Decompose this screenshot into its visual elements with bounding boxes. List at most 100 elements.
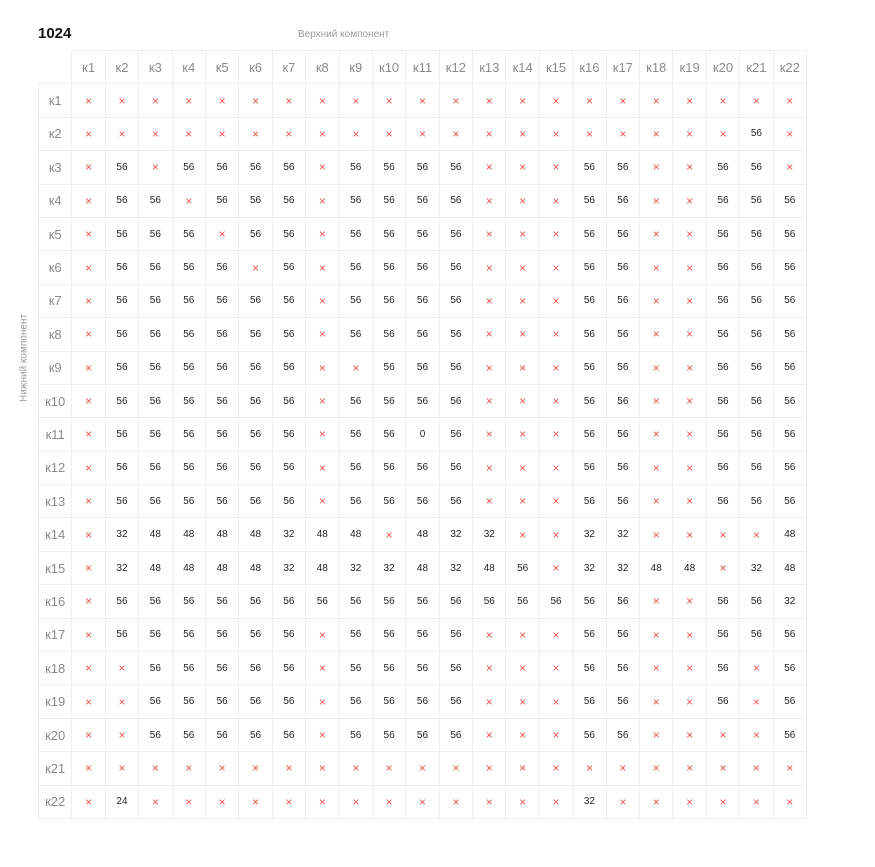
column-header: к9 (338, 49, 373, 85)
incompatible-mark: × (171, 83, 206, 118)
incompatible-mark: × (505, 283, 540, 319)
incompatible-mark: × (538, 617, 574, 653)
incompatible-mark: × (505, 484, 540, 519)
value-cell: 56 (138, 283, 173, 319)
incompatible-mark: × (472, 216, 507, 252)
incompatible-mark: × (204, 83, 240, 118)
incompatible-mark: × (305, 784, 340, 819)
row-header: к19 (37, 684, 73, 719)
value-cell: 56 (705, 150, 741, 185)
incompatible-mark: × (405, 784, 440, 819)
value-cell: 56 (171, 717, 206, 753)
table-row: к9 × 56 56 56 56 56 56 × × 56 56 56 × × × 56 56 × × 56 56 56 (37, 350, 807, 385)
value-cell: 56 (238, 383, 273, 419)
incompatible-mark: × (672, 450, 707, 486)
value-cell: 56 (104, 350, 140, 385)
value-cell: 32 (605, 550, 641, 586)
column-header: к11 (405, 49, 440, 85)
row-header: к20 (37, 717, 73, 753)
incompatible-mark: × (305, 417, 340, 452)
value-cell: 56 (104, 183, 140, 218)
incompatible-mark: × (171, 784, 206, 819)
value-cell: 24 (104, 784, 140, 819)
value-cell: 56 (138, 684, 173, 719)
value-cell: 56 (238, 684, 273, 719)
incompatible-mark: × (672, 383, 707, 419)
value-cell: 56 (705, 183, 741, 218)
value-cell: 56 (271, 417, 307, 452)
incompatible-mark: × (639, 517, 674, 552)
value-cell: 56 (171, 651, 206, 686)
value-cell: 56 (271, 350, 307, 385)
value-cell: 48 (305, 517, 340, 552)
value-cell: 56 (171, 350, 206, 385)
value-cell: 56 (238, 183, 273, 218)
value-cell: 56 (338, 450, 373, 486)
value-cell: 56 (572, 383, 607, 419)
value-cell: 56 (104, 484, 140, 519)
incompatible-mark: × (538, 83, 574, 118)
value-cell: 56 (138, 317, 173, 352)
value-cell: 56 (371, 317, 407, 352)
value-cell: 56 (405, 317, 440, 352)
incompatible-mark: × (538, 417, 574, 452)
value-cell: 56 (204, 383, 240, 419)
incompatible-mark: × (505, 317, 540, 352)
incompatible-mark: × (472, 651, 507, 686)
value-cell: 56 (605, 484, 641, 519)
incompatible-mark: × (71, 784, 106, 819)
value-cell: 56 (572, 216, 607, 252)
incompatible-mark: × (772, 784, 807, 819)
value-cell: 56 (204, 684, 240, 719)
value-cell: 56 (204, 450, 240, 486)
value-cell: 56 (371, 350, 407, 385)
value-cell: 56 (405, 684, 440, 719)
value-cell: 48 (138, 550, 173, 586)
value-cell: 56 (338, 617, 373, 653)
value-cell: 56 (104, 283, 140, 319)
incompatible-mark: × (505, 684, 540, 719)
incompatible-mark: × (639, 116, 674, 152)
value-cell: 48 (204, 550, 240, 586)
value-cell: 56 (171, 383, 206, 419)
incompatible-mark: × (739, 784, 774, 819)
value-cell: 56 (705, 417, 741, 452)
value-cell: 56 (338, 250, 373, 285)
table-row: к18 × × 56 56 56 56 56 × 56 56 56 56 × × × 56 56 × × 56 × 56 (37, 651, 807, 686)
row-header: к16 (37, 584, 73, 619)
value-cell: 56 (238, 216, 273, 252)
value-cell: 48 (138, 517, 173, 552)
incompatible-mark: × (672, 517, 707, 552)
value-cell: 32 (572, 784, 607, 819)
value-cell: 32 (605, 517, 641, 552)
incompatible-mark: × (338, 350, 373, 385)
incompatible-mark: × (538, 283, 574, 319)
value-cell: 56 (104, 383, 140, 419)
incompatible-mark: × (639, 317, 674, 352)
value-cell: 56 (705, 584, 741, 619)
value-cell: 56 (171, 417, 206, 452)
incompatible-mark: × (538, 484, 574, 519)
table-corner (38, 50, 73, 85)
incompatible-mark: × (371, 83, 407, 118)
incompatible-mark: × (71, 484, 106, 519)
value-cell: 56 (104, 216, 140, 252)
incompatible-mark: × (405, 83, 440, 118)
incompatible-mark: × (305, 651, 340, 686)
column-header: к22 (772, 49, 807, 85)
incompatible-mark: × (305, 717, 340, 753)
incompatible-mark: × (639, 450, 674, 486)
incompatible-mark: × (305, 617, 340, 653)
incompatible-mark: × (71, 550, 106, 586)
value-cell: 56 (772, 717, 807, 753)
table-row: к7 × 56 56 56 56 56 56 × 56 56 56 56 × × × 56 56 × × 56 56 56 (37, 283, 807, 319)
incompatible-mark: × (739, 751, 774, 786)
value-cell: 56 (138, 417, 173, 452)
value-cell: 56 (739, 484, 774, 519)
column-header-row: к1 к2 к3 к4 к5 к6 к7 к8 к9 к10 к11 к12 к13 к14 к15 к16 к… (38, 49, 807, 85)
incompatible-mark: × (705, 784, 741, 819)
value-cell: 56 (271, 150, 307, 185)
incompatible-mark: × (472, 150, 507, 185)
value-cell: 56 (104, 417, 140, 452)
row-header: к2 (37, 116, 73, 152)
